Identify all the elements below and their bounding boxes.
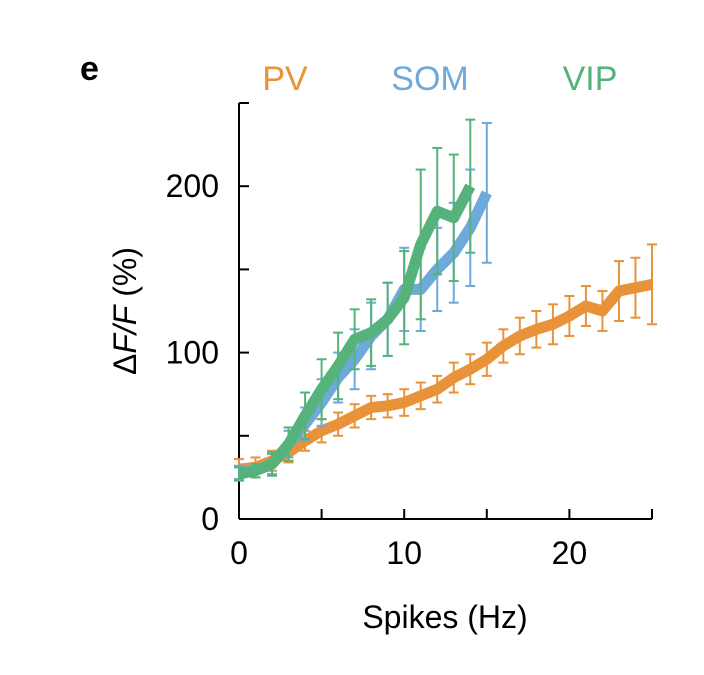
x-ticks: 0 10 20 <box>230 509 653 571</box>
data-point <box>370 332 372 334</box>
series-layer <box>234 118 657 482</box>
data-point <box>321 430 323 432</box>
series-pv <box>234 243 657 481</box>
data-point <box>354 415 356 417</box>
data-point <box>469 185 471 187</box>
data-point <box>387 405 389 407</box>
legend-entry-pv: PV <box>262 60 308 98</box>
data-point <box>486 192 488 194</box>
legend-entry-vip: VIP <box>563 60 618 98</box>
y-axis-label-prefix: Δ <box>107 354 143 375</box>
data-point <box>387 318 389 320</box>
data-point <box>354 338 356 340</box>
x-tick-label: 0 <box>230 535 248 571</box>
legend-entry-som: SOM <box>391 60 468 98</box>
y-ticks: 0 100 200 <box>166 102 249 537</box>
data-point <box>535 328 537 330</box>
y-tick-label: 100 <box>166 335 219 371</box>
axes <box>238 103 652 520</box>
data-point <box>552 323 554 325</box>
data-point <box>585 305 587 307</box>
data-point <box>502 345 504 347</box>
data-point <box>436 210 438 212</box>
data-point <box>618 290 620 292</box>
data-point <box>337 365 339 367</box>
y-axis-label-unit: (%) <box>107 247 143 306</box>
x-axis-label: Spikes (Hz) <box>362 599 527 635</box>
data-point <box>271 463 273 465</box>
y-tick-label: 200 <box>166 168 219 204</box>
data-point <box>453 217 455 219</box>
data-point <box>337 423 339 425</box>
data-point <box>436 388 438 390</box>
data-point <box>403 297 405 299</box>
data-point <box>370 407 372 409</box>
panel-label: e <box>80 50 99 88</box>
y-axis-label-variable: F/F <box>107 303 143 353</box>
y-tick-label: 0 <box>201 501 219 537</box>
data-point <box>304 415 306 417</box>
data-point <box>403 402 405 404</box>
data-point <box>469 368 471 370</box>
data-point <box>568 315 570 317</box>
data-point <box>255 470 257 472</box>
data-point <box>601 310 603 312</box>
data-point <box>486 358 488 360</box>
data-point <box>321 388 323 390</box>
y-axis-label: ΔF/F (%) <box>107 247 143 375</box>
x-tick-label: 20 <box>552 535 588 571</box>
x-tick-label: 10 <box>386 535 422 571</box>
data-point <box>651 283 653 285</box>
data-point <box>519 335 521 337</box>
legend: PV SOM VIP <box>262 60 617 98</box>
data-point <box>634 287 636 289</box>
series-vip <box>234 118 476 482</box>
data-point <box>238 473 240 475</box>
data-point <box>288 443 290 445</box>
data-point <box>453 377 455 379</box>
data-point <box>420 243 422 245</box>
data-point <box>420 395 422 397</box>
